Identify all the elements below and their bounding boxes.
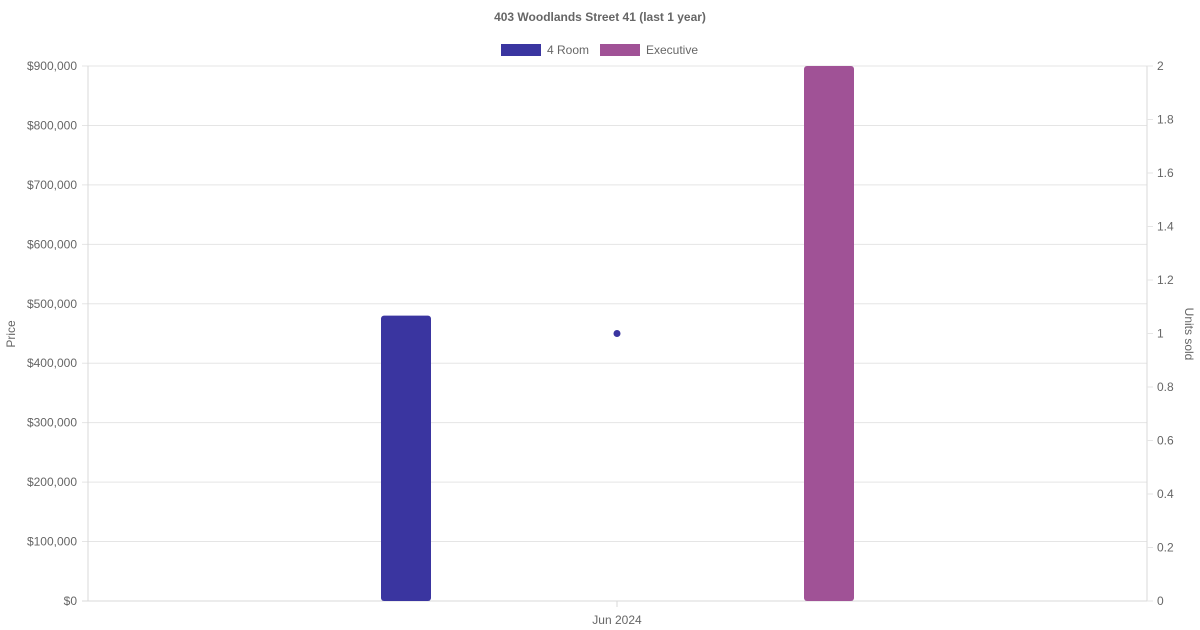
legend-swatch-executive[interactable] xyxy=(600,44,640,56)
y-tick-label: $900,000 xyxy=(27,59,77,73)
y-tick-label: $200,000 xyxy=(27,475,77,489)
point-series xyxy=(613,330,621,337)
y-tick-label: $300,000 xyxy=(27,416,77,430)
units-sold-point[interactable] xyxy=(613,330,621,337)
x-tick-label: Jun 2024 xyxy=(592,613,642,627)
y2-tick-label: 0 xyxy=(1157,594,1164,608)
y-tick-label: $700,000 xyxy=(27,178,77,192)
y-tick-label: $400,000 xyxy=(27,356,77,370)
y2-tick-label: 1.2 xyxy=(1157,273,1174,287)
bar-4-room[interactable] xyxy=(381,315,431,601)
y2-tick-label: 2 xyxy=(1157,59,1164,73)
legend: 4 Room Executive xyxy=(501,43,698,57)
bar-series xyxy=(381,66,854,601)
y2-tick-label: 0.6 xyxy=(1157,434,1174,448)
y-axis-left-title: Price xyxy=(4,320,18,348)
y-axis-left-ticks: $0 $100,000 $200,000 $300,000 $400,000 $500,0… xyxy=(27,59,77,608)
y2-tick-label: 0.4 xyxy=(1157,487,1174,501)
legend-label-executive[interactable]: Executive xyxy=(646,43,698,57)
grid xyxy=(82,65,1148,607)
chart-title: 403 Woodlands Street 41 (last 1 year) xyxy=(494,10,706,24)
bar-executive[interactable] xyxy=(804,66,854,601)
y-axis-right-ticks: 0 0.2 0.4 0.6 0.8 1 1.2 1.4 1.6 1.8 2 xyxy=(1147,59,1174,608)
y-tick-label: $100,000 xyxy=(27,535,77,549)
y-axis-right-title: Units sold xyxy=(1182,308,1196,361)
legend-swatch-4-room[interactable] xyxy=(501,44,541,56)
y2-tick-label: 0.8 xyxy=(1157,380,1174,394)
y-tick-label: $500,000 xyxy=(27,297,77,311)
y-tick-label: $0 xyxy=(64,594,78,608)
y2-tick-label: 1.8 xyxy=(1157,113,1174,127)
y2-tick-label: 1.6 xyxy=(1157,166,1174,180)
y2-tick-label: 0.2 xyxy=(1157,541,1174,555)
y-tick-label: $600,000 xyxy=(27,237,77,251)
y-tick-label: $800,000 xyxy=(27,118,77,132)
y2-tick-label: 1.4 xyxy=(1157,220,1174,234)
legend-label-4-room[interactable]: 4 Room xyxy=(547,43,589,57)
y2-tick-label: 1 xyxy=(1157,327,1164,341)
